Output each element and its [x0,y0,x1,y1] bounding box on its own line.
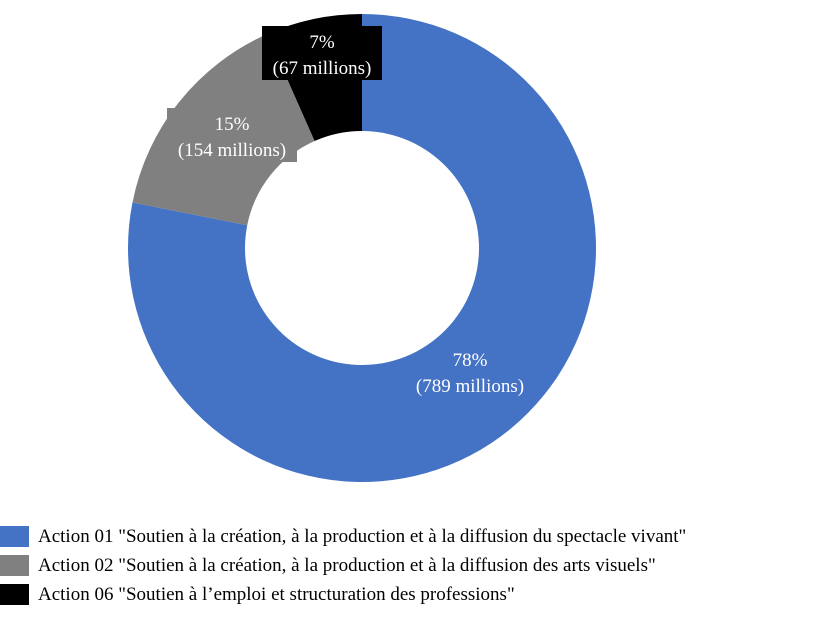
legend-swatch [0,555,29,576]
legend-item-action-02: Action 02 "Soutien à la création, à la p… [0,551,686,580]
slice-0 [127,14,597,482]
legend-label: Action 02 "Soutien à la création, à la p… [38,554,656,576]
data-label-background [262,26,382,80]
legend-item-action-01: Action 01 "Soutien à la création, à la p… [0,522,686,551]
data-label-percent: 7% [309,32,335,53]
data-label-percent: 78% [453,350,488,371]
legend-label: Action 01 "Soutien à la création, à la p… [38,525,687,547]
data-label-value: (154 millions) [178,140,286,161]
data-label-background [167,108,297,162]
data-label-percent: 15% [215,114,250,135]
legend-label: Action 06 "Soutien à l’emploi et structu… [38,583,515,605]
donut-chart: 78% (789 millions) 15% (154 millions) 7% (67 … [127,14,597,482]
legend-item-action-06: Action 06 "Soutien à l’emploi et structu… [0,580,686,609]
legend: Action 01 "Soutien à la création, à la p… [0,522,686,609]
data-label-value: (67 millions) [273,58,372,79]
data-label-value: (789 millions) [416,376,524,397]
legend-swatch [0,526,29,547]
legend-swatch [0,584,29,605]
